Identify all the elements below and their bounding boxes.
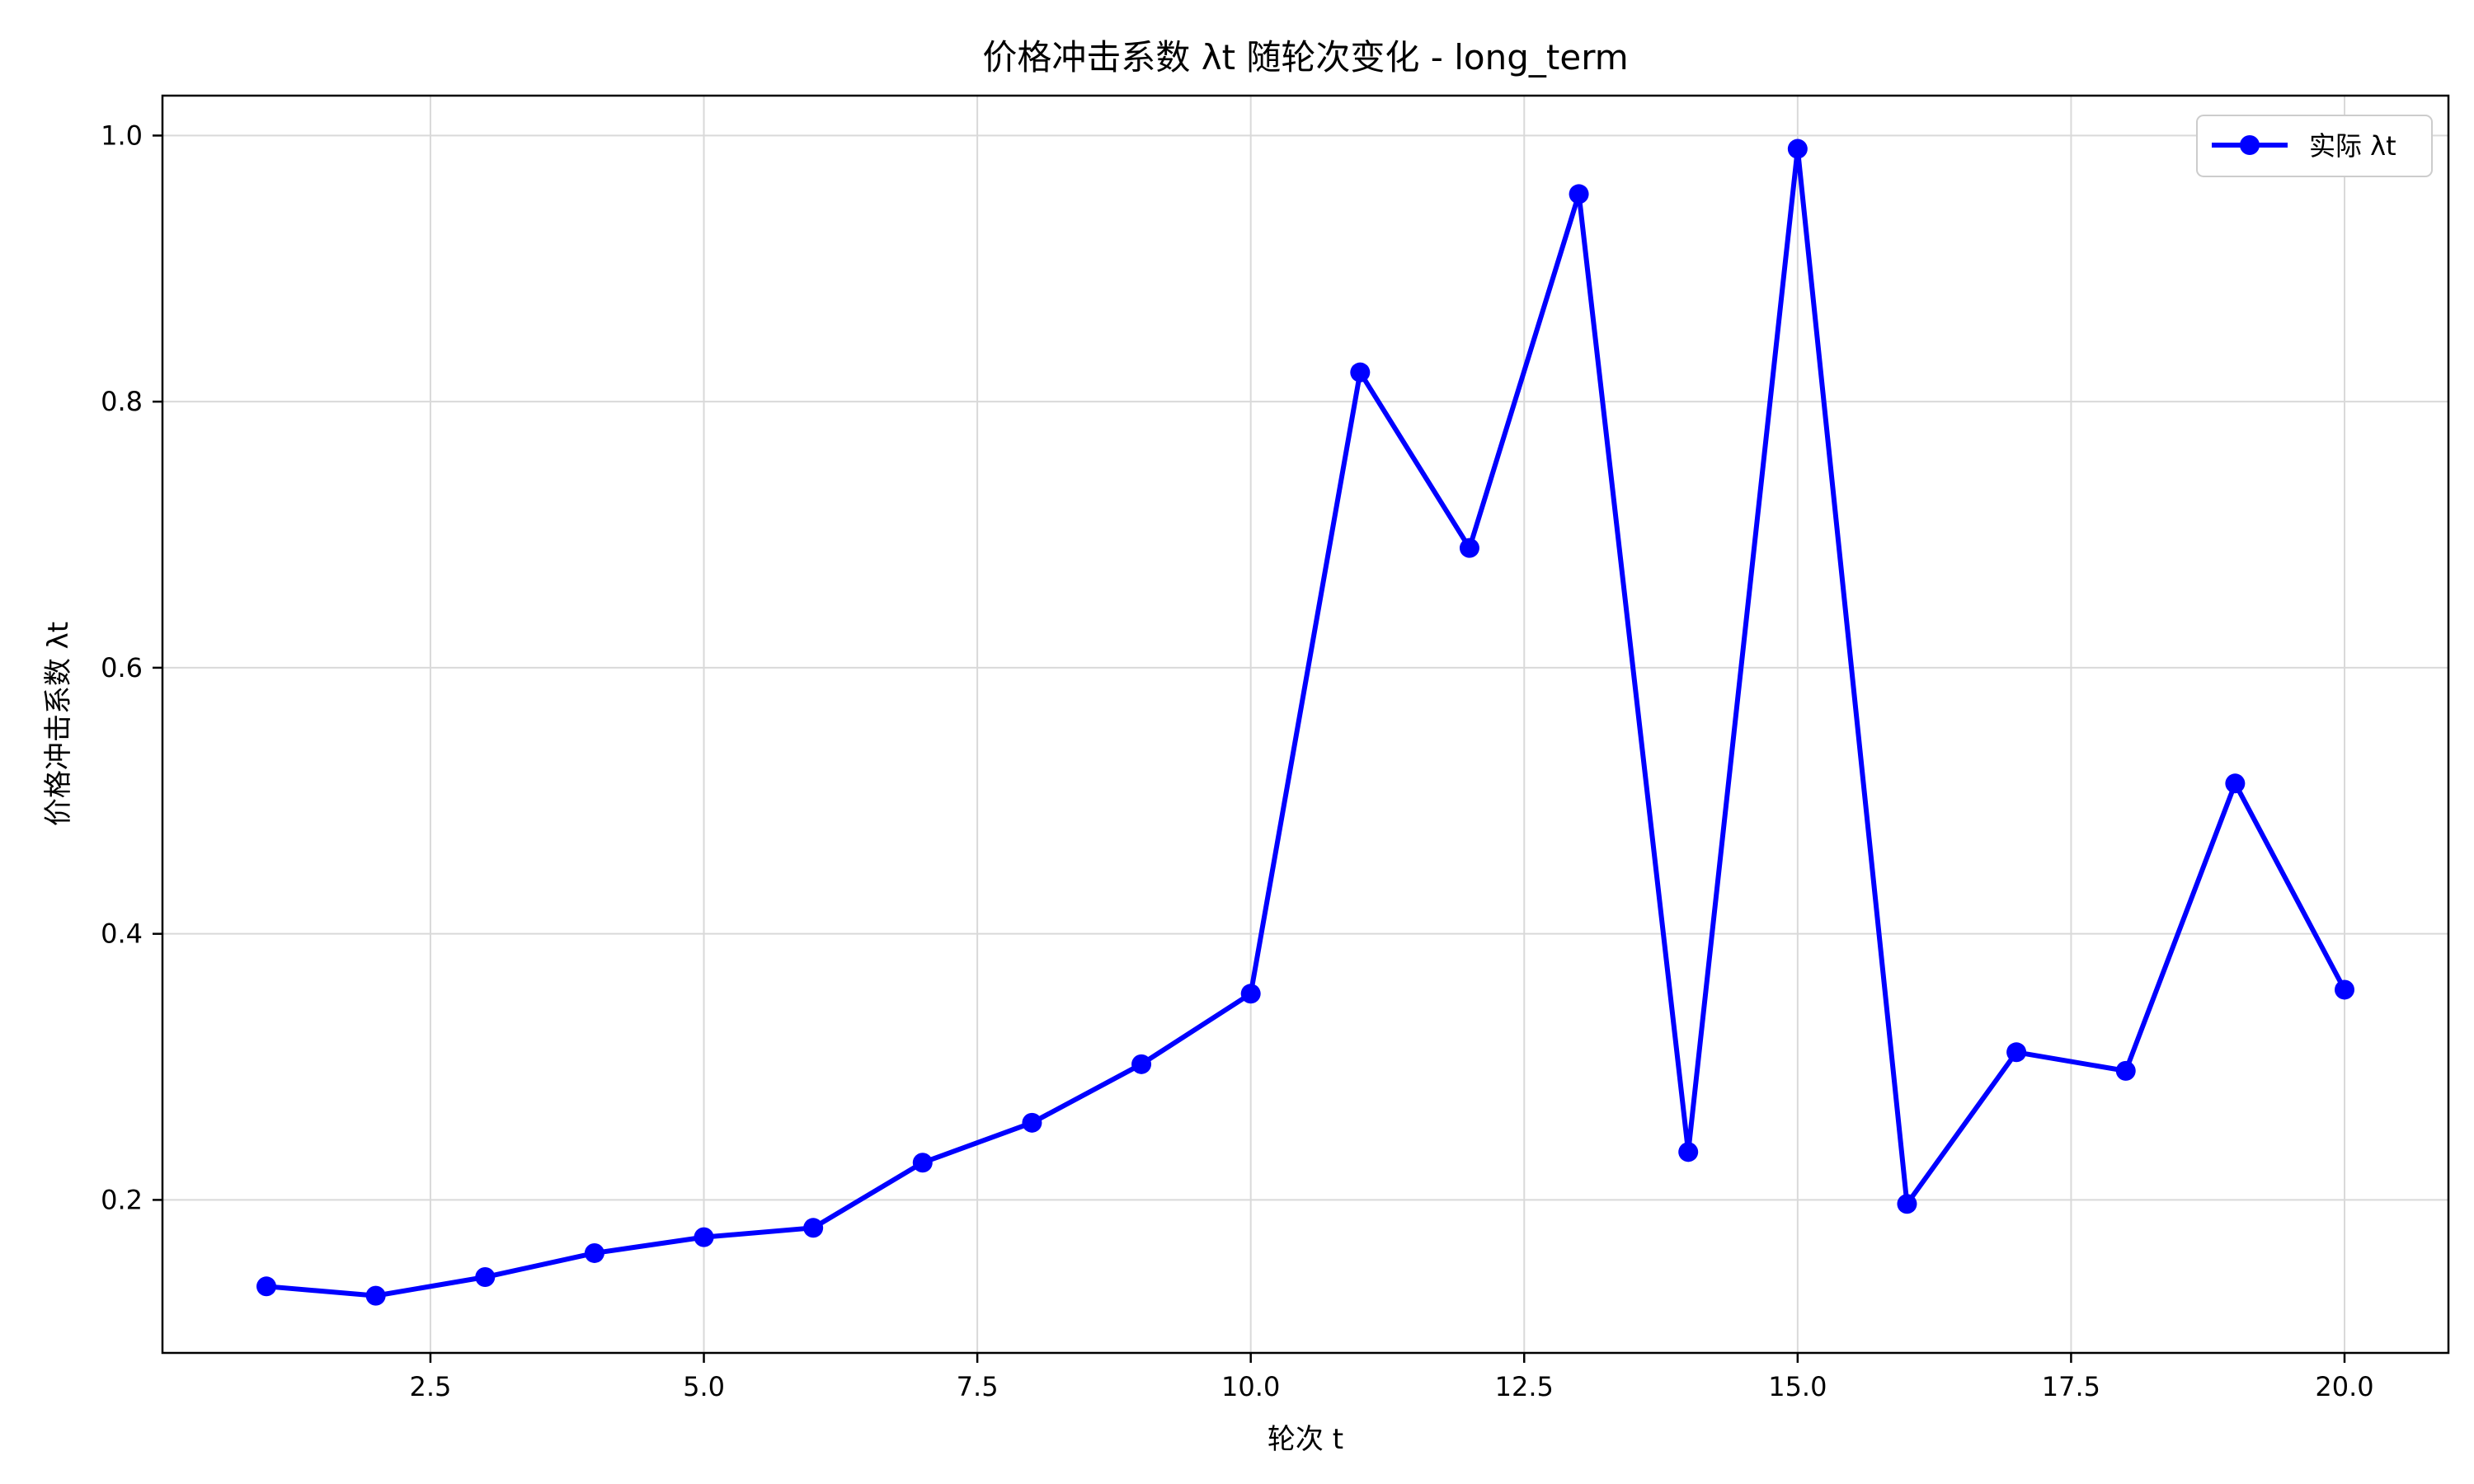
x-tick-label: 10.0 bbox=[1221, 1371, 1280, 1402]
y-axis-label: 价格冲击系数 λt bbox=[42, 622, 75, 826]
x-tick-label: 15.0 bbox=[1768, 1371, 1827, 1402]
data-point bbox=[1350, 362, 1371, 383]
legend-entry-label: 实际 λt bbox=[2309, 130, 2396, 162]
x-tick-label: 12.5 bbox=[1495, 1371, 1554, 1402]
y-tick-label: 0.8 bbox=[101, 386, 143, 417]
x-axis: 2.5 5.0 7.5 10.0 12.5 15.0 17.5 20.0 bbox=[410, 1353, 2374, 1402]
chart-title: 价格冲击系数 λt 随轮次变化 - long_term bbox=[982, 37, 1628, 77]
data-point bbox=[803, 1218, 824, 1238]
x-tick-label: 20.0 bbox=[2315, 1371, 2373, 1402]
y-tick-label: 0.2 bbox=[101, 1184, 143, 1215]
series-layer bbox=[256, 139, 2354, 1306]
data-point bbox=[365, 1285, 386, 1306]
data-point bbox=[256, 1276, 276, 1297]
legend: 实际 λt bbox=[2196, 115, 2433, 177]
data-point bbox=[1459, 538, 1479, 558]
data-point bbox=[584, 1242, 604, 1263]
x-tick-label: 2.5 bbox=[410, 1371, 452, 1402]
y-tick-label: 0.4 bbox=[101, 918, 143, 950]
plot-frame bbox=[161, 94, 2450, 1355]
data-point bbox=[1678, 1142, 1699, 1162]
data-point bbox=[2115, 1060, 2136, 1081]
x-tick-label: 7.5 bbox=[957, 1371, 999, 1402]
y-tick-label: 1.0 bbox=[101, 120, 143, 151]
legend-box bbox=[2196, 115, 2433, 177]
data-point bbox=[1131, 1054, 1152, 1074]
legend-marker-swatch bbox=[2240, 135, 2260, 155]
x-tick-label: 17.5 bbox=[2042, 1371, 2100, 1402]
data-point bbox=[694, 1227, 714, 1247]
y-axis: 0.2 0.4 0.6 0.8 1.0 bbox=[101, 120, 162, 1215]
x-tick-label: 5.0 bbox=[683, 1371, 725, 1402]
data-point bbox=[1240, 984, 1261, 1004]
x-axis-label: 轮次 t bbox=[1268, 1423, 1343, 1456]
data-point bbox=[1022, 1112, 1042, 1133]
data-point bbox=[1787, 139, 1808, 159]
series-line bbox=[264, 146, 2347, 1298]
data-point bbox=[912, 1153, 933, 1173]
data-point bbox=[475, 1267, 496, 1288]
data-point bbox=[1897, 1194, 1917, 1214]
data-point bbox=[2225, 773, 2246, 794]
data-point bbox=[1569, 184, 1589, 204]
data-point bbox=[2006, 1042, 2027, 1063]
grid bbox=[162, 96, 2448, 1353]
data-point bbox=[2335, 979, 2354, 1000]
y-tick-label: 0.6 bbox=[101, 652, 143, 683]
